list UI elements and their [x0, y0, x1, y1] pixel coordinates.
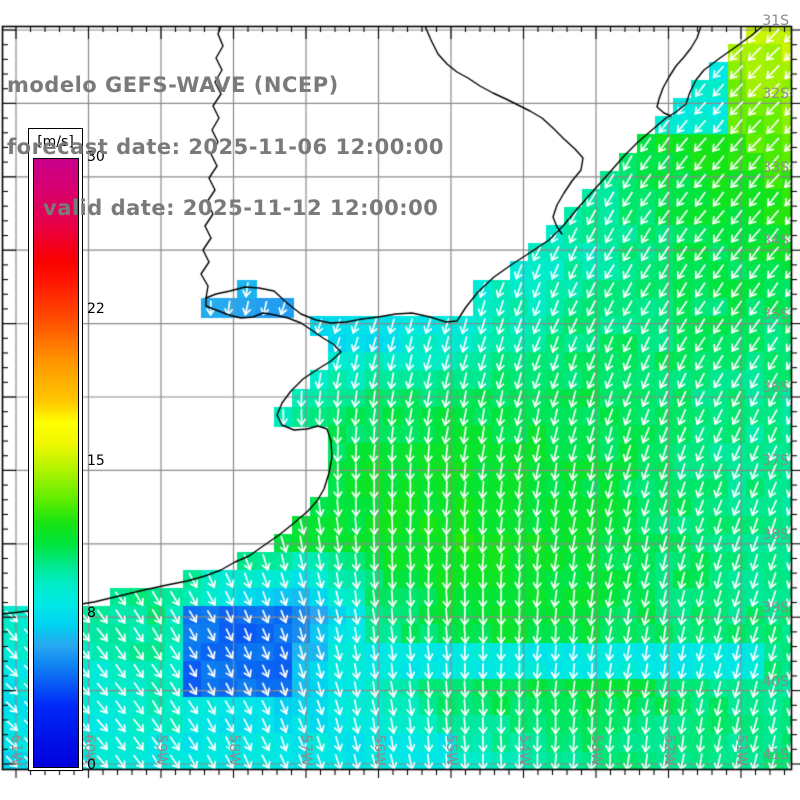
colorbar-tick-label: 0 — [87, 757, 96, 773]
lon-label: 58W — [225, 734, 242, 766]
lon-label: 53W — [588, 734, 604, 766]
lat-label: 35S — [762, 306, 789, 323]
lat-label: 41S — [762, 747, 789, 763]
lat-label: 36S — [762, 380, 789, 396]
lon-label: 56W — [370, 734, 387, 766]
lat-label: 32S — [762, 86, 789, 103]
colorbar-tick-label: 22 — [87, 301, 105, 317]
colorbar-tick-label: 8 — [87, 605, 96, 621]
lat-label: 31S — [762, 13, 789, 29]
lon-label: 61W — [8, 734, 24, 766]
valid-date: valid date: 2025-11-12 12:00:00 — [43, 196, 439, 220]
colorbar-unit-label: [m/s] — [37, 134, 74, 150]
title-block: modelo GEFS-WAVE (NCEP) forecast date: 2… — [7, 34, 444, 260]
lat-label: 38S — [762, 526, 789, 543]
lon-label: 54W — [515, 734, 532, 766]
lon-label: 57W — [298, 734, 314, 766]
lon-label: 55W — [443, 734, 459, 766]
lat-label: 37S — [762, 453, 789, 470]
model-title: modelo GEFS-WAVE (NCEP) — [7, 73, 339, 97]
colorbar-legend: [m/s] — [28, 128, 83, 771]
colorbar-gradient — [33, 158, 79, 768]
lon-label: 59W — [153, 734, 169, 766]
lat-label: 39S — [762, 600, 789, 617]
lat-label: 34S — [762, 233, 789, 250]
forecast-date: forecast date: 2025-11-06 12:00:00 — [7, 134, 444, 159]
lat-label: 33S — [762, 159, 789, 176]
colorbar-tick-label: 30 — [87, 149, 105, 165]
colorbar-tick-label: 15 — [87, 453, 105, 469]
lon-label: 51W — [733, 734, 749, 766]
lat-label: 40S — [762, 673, 789, 690]
lon-label: 52W — [660, 734, 677, 766]
